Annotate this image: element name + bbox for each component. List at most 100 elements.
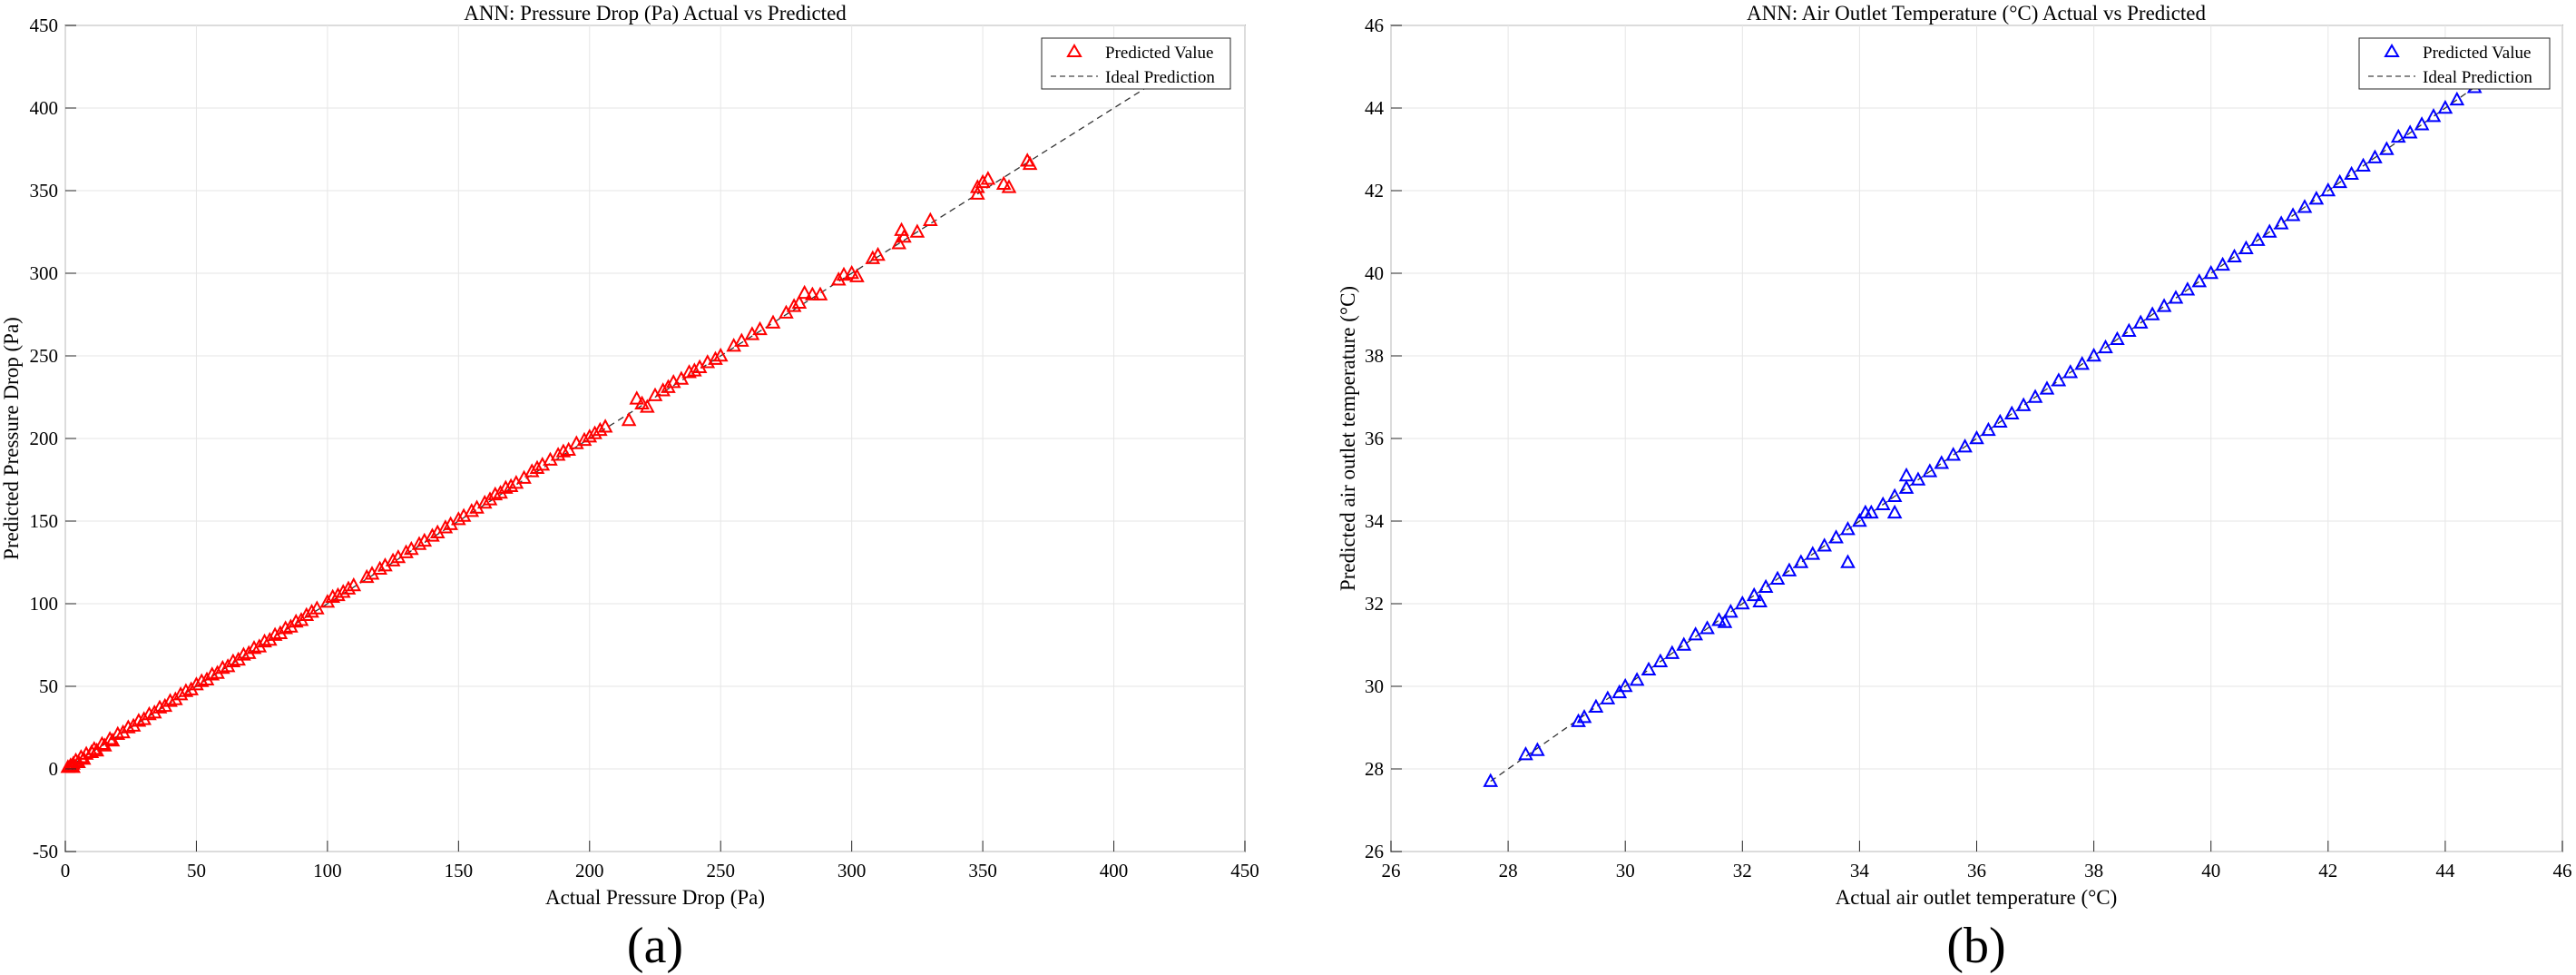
x-tick-label: 46 (2553, 860, 2572, 881)
data-point-triangle (189, 676, 204, 691)
data-point-triangle (1758, 578, 1774, 594)
x-tick-label: 26 (1382, 860, 1401, 881)
data-point-triangle (980, 171, 996, 185)
data-point-triangle (2238, 240, 2254, 254)
data-point-triangle (476, 494, 493, 509)
data-point-triangle (2051, 372, 2067, 387)
data-point-triangle (1752, 593, 1768, 607)
panel-label-b: (b) (1946, 918, 2005, 974)
data-point-triangle (2121, 322, 2137, 337)
data-point-triangle (2285, 207, 2301, 222)
x-tick-label: 34 (1850, 860, 1870, 881)
data-point-triangle (2402, 124, 2418, 139)
data-point-triangle (172, 686, 189, 701)
data-point-triangle (734, 332, 749, 347)
data-point-triangle (121, 719, 136, 734)
data-point-triangle (1652, 653, 1669, 667)
data-point-triangle (765, 314, 781, 329)
data-point-triangle (1828, 529, 1844, 544)
data-point-triangle (812, 286, 828, 300)
y-axis-b: 26 28 30 32 34 36 38 40 42 44 46 (1365, 15, 1402, 862)
data-point-triangle (849, 268, 865, 282)
x-axis-a: 0 50 100 150 200 250 300 350 400 450 (61, 841, 1259, 881)
data-point-triangle (1922, 463, 1938, 478)
y-tick-label: 40 (1365, 262, 1384, 284)
data-point-triangle (2332, 173, 2348, 189)
y-tick-label: 38 (1365, 345, 1384, 367)
x-axis-title-b: Actual air outlet temperature (°C) (1836, 886, 2118, 909)
data-point-triangle (797, 284, 812, 300)
data-point-triangle (2144, 306, 2160, 320)
data-point-triangle (278, 620, 293, 635)
y-tick-label: 42 (1365, 180, 1384, 202)
data-point-triangle (2227, 248, 2242, 263)
x-axis-title-a: Actual Pressure Drop (Pa) (545, 886, 765, 909)
legend-triangle-icon-b (2384, 44, 2400, 57)
data-point-triangle (687, 362, 702, 377)
data-point-triangle (267, 626, 283, 641)
chart-title-a: ANN: Pressure Drop (Pa) Actual vs Predic… (464, 2, 847, 25)
panel-label-a: (a) (627, 918, 683, 974)
data-point-triangle (246, 640, 262, 655)
data-point-triangle (2168, 290, 2184, 304)
data-point-triangle (2086, 347, 2101, 362)
data-point-triangle (2003, 405, 2020, 419)
data-point-triangle (752, 320, 768, 336)
y-tick-label: 30 (1365, 675, 1384, 697)
data-point-triangle (2110, 330, 2125, 346)
data-point-triangle (1530, 742, 1545, 756)
data-point-triangle (865, 250, 881, 264)
data-point-triangle (1781, 562, 1797, 576)
data-point-triangle (587, 425, 602, 439)
data-point-triangle (524, 463, 540, 478)
data-point-triangle (1969, 429, 1984, 445)
y-tick-label: 200 (30, 428, 59, 449)
data-point-triangle (236, 646, 251, 661)
data-point-triangle (1617, 677, 1633, 693)
data-point-triangle (576, 431, 593, 447)
data-point-triangle (1817, 537, 1833, 552)
data-point-triangle (2261, 223, 2277, 238)
data-point-triangle (673, 370, 690, 385)
data-point-triangle (1886, 504, 1903, 519)
data-point-triangle (142, 705, 157, 721)
data-point-triangle (162, 693, 178, 707)
data-point-triangle (340, 580, 357, 595)
y-tick-label: -50 (33, 841, 58, 862)
data-point-triangle (2191, 273, 2208, 288)
data-point-triangle (2437, 99, 2454, 114)
y-tick-label: 250 (30, 345, 59, 367)
data-point-triangle (2215, 256, 2230, 271)
data-point-triangle (346, 576, 362, 592)
data-point-triangle (1571, 713, 1586, 727)
data-point-triangle (225, 653, 241, 667)
data-point-triangle (969, 185, 985, 200)
data-point-triangle (358, 568, 375, 584)
x-tick-label: 250 (706, 860, 735, 881)
x-tick-label: 200 (575, 860, 604, 881)
data-point-triangle (1886, 488, 1903, 502)
data-point-triangle (398, 544, 414, 558)
y-axis-a: -50 0 50 100 150 200 250 300 350 400 450 (30, 15, 76, 862)
data-point-triangle (896, 228, 912, 243)
data-point-triangle (2414, 116, 2430, 131)
data-point-triangle (2449, 91, 2465, 106)
x-tick-label: 50 (187, 860, 206, 881)
data-point-triangle (437, 519, 454, 534)
data-point-triangle (1898, 479, 1915, 494)
x-tick-label: 40 (2201, 860, 2220, 881)
data-point-triangle (712, 347, 729, 362)
data-point-triangle (425, 527, 440, 542)
data-point-triangle (597, 419, 613, 433)
data-point-triangle (550, 447, 566, 461)
data-point-triangle (1676, 636, 1692, 651)
x-tick-label: 30 (1616, 860, 1635, 881)
y-tick-label: 300 (30, 262, 59, 284)
data-point-triangle (2308, 191, 2325, 205)
data-point-triangle (1875, 496, 1891, 511)
data-point-triangle (909, 223, 926, 238)
x-tick-label: 38 (2084, 860, 2103, 881)
data-point-triangle (922, 212, 938, 227)
data-point-triangle (779, 304, 794, 319)
data-point-triangle (891, 235, 906, 250)
